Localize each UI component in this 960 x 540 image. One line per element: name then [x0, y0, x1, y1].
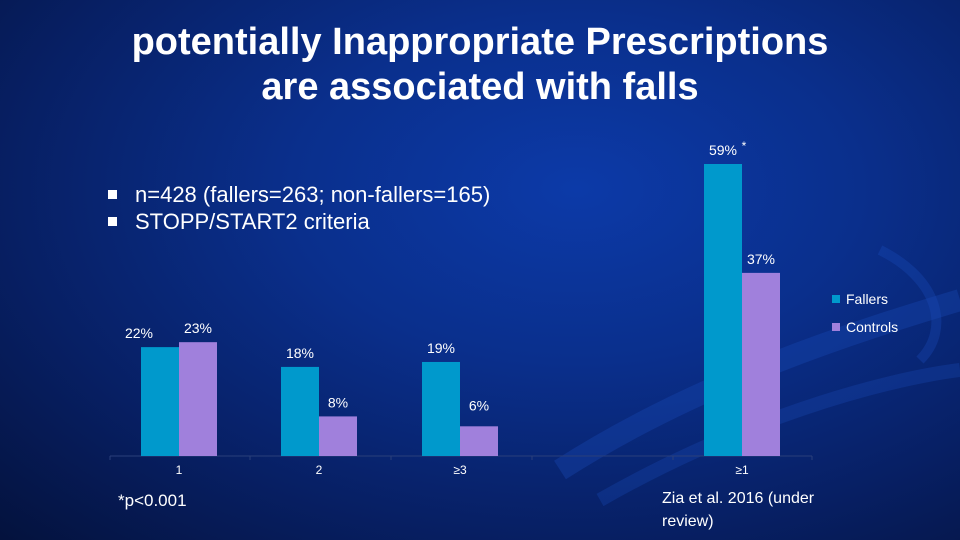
square-bullet-icon [108, 217, 117, 226]
bar-controls [319, 416, 357, 456]
legend-label-controls: Controls [846, 319, 899, 335]
data-label-fallers: 19% [427, 340, 455, 356]
legend-swatch-controls [832, 323, 840, 331]
legend-label-fallers: Fallers [846, 291, 889, 307]
bar-controls [179, 342, 217, 456]
title-line-2: are associated with falls [261, 66, 699, 108]
legend-item-controls: Controls [832, 319, 898, 335]
square-bullet-icon [108, 190, 117, 199]
bar-fallers [704, 164, 742, 456]
bar-controls [742, 272, 780, 456]
data-label-controls: 8% [328, 394, 348, 410]
slide-title: potentially Inappropriate Prescriptions … [0, 20, 960, 110]
data-label-controls: 23% [184, 320, 212, 336]
x-tick-label: ≥1 [735, 463, 749, 477]
legend-item-fallers: Fallers [832, 291, 898, 307]
x-tick-label: ≥3 [453, 463, 467, 477]
data-label-controls: 37% [747, 251, 775, 267]
bullet-text: n=428 (fallers=263; non-fallers=165) [135, 182, 491, 207]
x-tick-label: 1 [176, 463, 183, 477]
data-label-fallers: 59% [709, 142, 737, 158]
bullet-text: STOPP/START2 criteria [135, 209, 370, 234]
bullet-item: STOPP/START2 criteria [108, 208, 490, 235]
citation: Zia et al. 2016 (under review) [662, 490, 815, 530]
bar-fallers [141, 347, 179, 456]
legend-swatch-fallers [832, 295, 840, 303]
significance-asterisk: * [742, 139, 747, 153]
data-label-fallers: 22% [125, 325, 153, 341]
data-label-fallers: 18% [286, 345, 314, 361]
title-line-1: potentially Inappropriate Prescriptions [131, 21, 829, 63]
bullet-item: n=428 (fallers=263; non-fallers=165) [108, 181, 490, 208]
bullet-list: n=428 (fallers=263; non-fallers=165) STO… [108, 181, 490, 235]
data-label-controls: 6% [469, 397, 489, 413]
bar-fallers [422, 361, 460, 456]
bar-controls [460, 426, 498, 456]
significance-footnote: *p<0.001 [118, 491, 187, 510]
chart-legend: Fallers Controls [832, 291, 898, 347]
bar-fallers [281, 366, 319, 456]
x-tick-label: 2 [316, 463, 323, 477]
